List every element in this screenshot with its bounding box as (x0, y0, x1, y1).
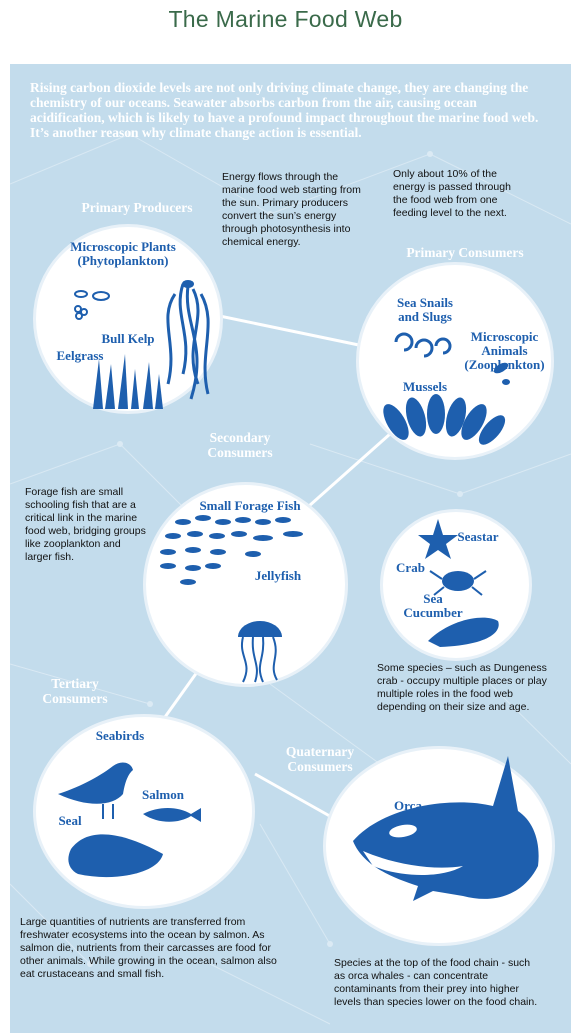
note-nutrients: Large quantities of nutrients are transf… (20, 916, 277, 980)
note-forage-fish: Forage fish are small schooling fish tha… (25, 486, 146, 563)
intro-text: Rising carbon dioxide levels are not onl… (30, 80, 539, 140)
label-sea-snails: Sea Snails and Slugs (397, 295, 453, 324)
label-bull-kelp: Bull Kelp (101, 331, 155, 346)
label-forage-fish: Small Forage Fish (199, 498, 301, 513)
tertiary-consumers-illustration (58, 762, 201, 878)
label-phytoplankton: Microscopic Plants (Phytoplankton) (70, 239, 176, 268)
primary-consumers-illustration (383, 332, 510, 445)
heading-tertiary-consumers: Tertiary Consumers (42, 676, 108, 706)
label-crab: Crab (396, 560, 425, 575)
note-ten-percent: Only about 10% of the energy is passed t… (393, 168, 511, 219)
label-mussels: Mussels (402, 379, 448, 394)
producers-illustration (74, 280, 210, 409)
heading-quaternary-consumers: Quaternary Consumers (285, 744, 355, 774)
note-energy: Energy flows through the marine food web… (222, 171, 361, 248)
secondary-consumers-circle (143, 482, 348, 687)
tertiary-consumers-circle (33, 714, 255, 909)
infographic-panel: Rising carbon dioxide levels are not onl… (10, 64, 571, 1033)
background-network (10, 131, 571, 1025)
label-salmon: Salmon (142, 787, 184, 802)
label-seal: Seal (58, 813, 82, 828)
invertebrates-illustration (418, 519, 499, 647)
label-zooplankton: Microscopic Animals (Zooplankton) (464, 329, 545, 372)
secondary-consumers-illustration (160, 515, 303, 683)
note-top-chain: Species at the top of the food chain - s… (334, 957, 538, 1008)
heading-primary-producers: Primary Producers (81, 200, 193, 215)
connector-tertiary-to-quaternary (254, 772, 336, 821)
page-title: The Marine Food Web (168, 6, 403, 32)
label-orca: Orca (394, 798, 422, 813)
label-eelgrass: Eelgrass (56, 348, 104, 363)
orca-illustration (353, 756, 539, 901)
label-jellyfish: Jellyfish (254, 568, 302, 583)
heading-secondary-consumers: Secondary Consumers (207, 430, 273, 460)
label-sea-cucumber: Sea Cucumber (403, 591, 463, 620)
label-seastar: Seastar (457, 529, 499, 544)
label-seabirds: Seabirds (95, 728, 145, 743)
connector-primary-to-secondary (299, 432, 391, 516)
note-multiple-roles: Some species – such as Dungeness crab - … (377, 662, 547, 713)
heading-primary-consumers: Primary Consumers (406, 245, 524, 260)
connector-producers-to-consumers (209, 312, 379, 351)
